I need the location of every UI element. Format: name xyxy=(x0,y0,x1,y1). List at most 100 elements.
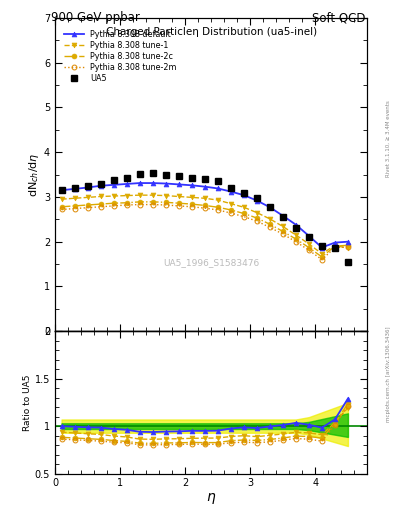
UA5 xyxy=(59,187,64,194)
Pythia 8.308 tune-2m xyxy=(254,218,259,224)
Pythia 8.308 default xyxy=(72,186,77,192)
Pythia 8.308 tune-2m xyxy=(111,203,116,209)
Pythia 8.308 default xyxy=(137,180,142,186)
Pythia 8.308 tune-2c xyxy=(254,215,259,221)
Pythia 8.308 tune-2m xyxy=(176,203,181,209)
Line: Pythia 8.308 tune-2m: Pythia 8.308 tune-2m xyxy=(59,202,350,262)
Pythia 8.308 tune-2m xyxy=(320,257,324,263)
Line: Pythia 8.308 default: Pythia 8.308 default xyxy=(59,181,350,250)
Pythia 8.308 tune-2c xyxy=(307,244,311,250)
Pythia 8.308 default xyxy=(59,187,64,194)
UA5 xyxy=(111,177,116,183)
Pythia 8.308 tune-1 xyxy=(124,193,129,199)
Pythia 8.308 default xyxy=(228,188,233,195)
Pythia 8.308 tune-1 xyxy=(268,216,272,222)
Pythia 8.308 tune-2m xyxy=(202,205,207,211)
Y-axis label: Ratio to UA5: Ratio to UA5 xyxy=(23,374,32,431)
Pythia 8.308 tune-1 xyxy=(320,251,324,257)
Pythia 8.308 tune-2m xyxy=(307,247,311,253)
Pythia 8.308 default xyxy=(202,184,207,190)
Pythia 8.308 default xyxy=(307,233,311,239)
Pythia 8.308 tune-1 xyxy=(345,245,350,251)
Pythia 8.308 tune-2c xyxy=(215,204,220,210)
Pythia 8.308 default xyxy=(241,192,246,198)
Pythia 8.308 tune-1 xyxy=(332,242,337,248)
Pythia 8.308 default xyxy=(189,182,194,188)
Pythia 8.308 tune-2c xyxy=(189,201,194,207)
Pythia 8.308 tune-2c xyxy=(85,202,90,208)
Pythia 8.308 tune-2m xyxy=(228,210,233,216)
Pythia 8.308 tune-2m xyxy=(124,202,129,208)
Pythia 8.308 tune-2c xyxy=(111,200,116,206)
Pythia 8.308 tune-2m xyxy=(72,205,77,211)
Pythia 8.308 tune-1 xyxy=(215,197,220,203)
Pythia 8.308 tune-2m xyxy=(98,204,103,210)
UA5 xyxy=(98,180,103,186)
Pythia 8.308 tune-1 xyxy=(189,195,194,201)
Pythia 8.308 tune-1 xyxy=(241,204,246,210)
Pythia 8.308 tune-2c xyxy=(98,201,103,207)
Pythia 8.308 tune-1 xyxy=(137,192,142,198)
Pythia 8.308 default xyxy=(111,182,116,188)
UA5 xyxy=(85,183,90,189)
Pythia 8.308 tune-2c xyxy=(281,228,285,234)
UA5 xyxy=(137,170,142,177)
Pythia 8.308 tune-2c xyxy=(150,199,155,205)
Pythia 8.308 tune-1 xyxy=(85,195,90,201)
UA5 xyxy=(72,185,77,191)
Text: Soft QCD: Soft QCD xyxy=(312,11,365,24)
Pythia 8.308 tune-2c xyxy=(137,199,142,205)
Pythia 8.308 tune-1 xyxy=(72,195,77,201)
UA5 xyxy=(228,185,233,191)
Pythia 8.308 default xyxy=(268,204,272,210)
Pythia 8.308 tune-2c xyxy=(332,243,337,249)
UA5 xyxy=(150,170,155,176)
Pythia 8.308 tune-2c xyxy=(72,203,77,209)
UA5 xyxy=(345,259,350,265)
Pythia 8.308 default xyxy=(176,181,181,187)
Pythia 8.308 default xyxy=(320,244,324,250)
Text: UA5_1996_S1583476: UA5_1996_S1583476 xyxy=(163,258,259,267)
Pythia 8.308 default xyxy=(98,183,103,189)
UA5 xyxy=(202,176,207,182)
Pythia 8.308 tune-2c xyxy=(202,202,207,208)
Line: UA5: UA5 xyxy=(58,170,351,265)
Pythia 8.308 tune-1 xyxy=(307,241,311,247)
Pythia 8.308 default xyxy=(345,239,350,245)
X-axis label: $\eta$: $\eta$ xyxy=(206,491,217,506)
Pythia 8.308 tune-1 xyxy=(281,223,285,229)
Pythia 8.308 tune-2m xyxy=(281,231,285,237)
Pythia 8.308 tune-1 xyxy=(254,209,259,216)
Pythia 8.308 default xyxy=(332,240,337,246)
UA5 xyxy=(176,173,181,179)
UA5 xyxy=(163,172,168,178)
Pythia 8.308 tune-2m xyxy=(85,205,90,211)
Text: 900 GeV ppbar: 900 GeV ppbar xyxy=(51,11,140,24)
Y-axis label: dN$_{ch}$/d$\eta$: dN$_{ch}$/d$\eta$ xyxy=(27,152,41,197)
Text: mcplots.cern.ch [arXiv:1306.3436]: mcplots.cern.ch [arXiv:1306.3436] xyxy=(386,326,391,421)
UA5 xyxy=(281,214,285,220)
Pythia 8.308 tune-2m xyxy=(150,202,155,208)
Pythia 8.308 tune-1 xyxy=(59,196,64,202)
Pythia 8.308 default xyxy=(215,185,220,191)
Pythia 8.308 tune-2m xyxy=(332,244,337,250)
Pythia 8.308 tune-2m xyxy=(163,202,168,208)
UA5 xyxy=(189,175,194,181)
Pythia 8.308 tune-1 xyxy=(228,201,233,207)
Line: Pythia 8.308 tune-1: Pythia 8.308 tune-1 xyxy=(59,193,350,256)
Text: Charged Particleη Distribution (ua5-inel): Charged Particleη Distribution (ua5-inel… xyxy=(106,27,317,37)
Pythia 8.308 tune-1 xyxy=(150,192,155,198)
Pythia 8.308 tune-2m xyxy=(189,204,194,210)
Pythia 8.308 tune-2m xyxy=(268,224,272,230)
Pythia 8.308 tune-2c xyxy=(59,204,64,210)
UA5 xyxy=(320,243,324,249)
Pythia 8.308 tune-2c xyxy=(294,236,298,242)
Pythia 8.308 tune-2c xyxy=(163,199,168,205)
Pythia 8.308 default xyxy=(85,184,90,190)
Pythia 8.308 tune-2m xyxy=(137,202,142,208)
Pythia 8.308 default xyxy=(294,222,298,228)
Pythia 8.308 tune-2c xyxy=(345,242,350,248)
Pythia 8.308 default xyxy=(281,212,285,219)
Pythia 8.308 tune-2m xyxy=(215,207,220,213)
Line: Pythia 8.308 tune-2c: Pythia 8.308 tune-2c xyxy=(59,200,350,260)
